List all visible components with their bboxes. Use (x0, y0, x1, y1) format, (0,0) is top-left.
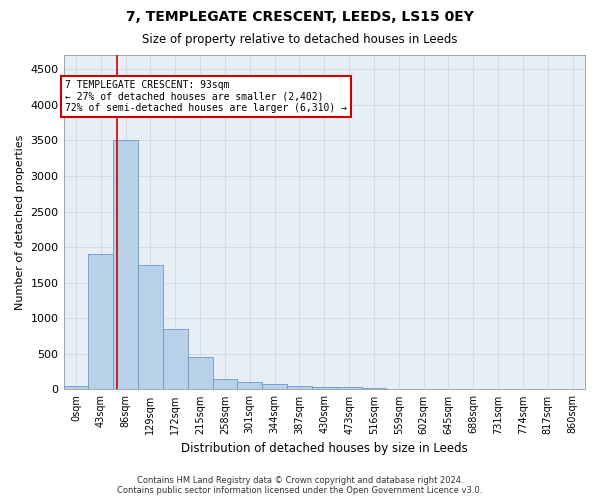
Text: Size of property relative to detached houses in Leeds: Size of property relative to detached ho… (142, 32, 458, 46)
Bar (163, 329, 188, 390)
Text: 7 TEMPLEGATE CRESCENT: 93sqm
← 27% of detached houses are smaller (2,402)
72% of: 7 TEMPLEGATE CRESCENT: 93sqm ← 27% of de… (65, 80, 347, 113)
Bar (238, 382, 262, 390)
Y-axis label: Number of detached properties: Number of detached properties (15, 134, 25, 310)
Bar (64, 386, 88, 390)
Bar (312, 386, 337, 390)
Bar (88, 254, 113, 390)
Bar (337, 387, 362, 390)
Bar (386, 388, 411, 390)
Bar (411, 389, 436, 390)
Bar (188, 358, 212, 390)
Bar (138, 265, 163, 390)
Bar (262, 384, 287, 390)
X-axis label: Distribution of detached houses by size in Leeds: Distribution of detached houses by size … (181, 442, 467, 455)
Bar (362, 388, 386, 390)
Bar (113, 140, 138, 390)
Bar (287, 386, 312, 390)
Text: 7, TEMPLEGATE CRESCENT, LEEDS, LS15 0EY: 7, TEMPLEGATE CRESCENT, LEEDS, LS15 0EY (126, 10, 474, 24)
Bar (212, 379, 238, 390)
Text: Contains HM Land Registry data © Crown copyright and database right 2024.
Contai: Contains HM Land Registry data © Crown c… (118, 476, 482, 495)
